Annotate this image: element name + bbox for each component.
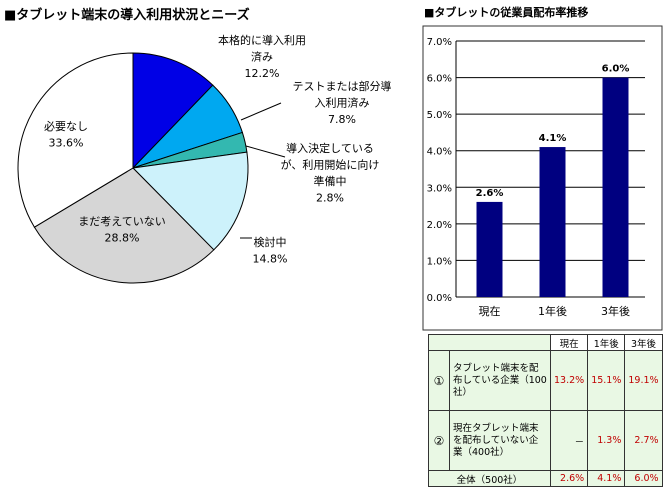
x-category-label: 3年後: [601, 304, 630, 318]
row-label: タブレット端末を配布している企業（100社）: [449, 350, 551, 411]
y-tick-label: 4.0%: [427, 147, 452, 158]
pie-chart-title: ■タブレット端末の導入利用状況とニーズ: [4, 8, 250, 23]
pie-slice-label: まだ考えていない 28.8%: [78, 215, 165, 245]
table-corner-cell: [428, 334, 551, 351]
total-value: 6.0%: [624, 470, 663, 487]
bar: [476, 201, 503, 297]
row-label: 現在タブレット端末を配布していない企業（400社）: [449, 410, 551, 471]
bar-chart-title: ■タブレットの従業員配布率推移: [424, 6, 589, 19]
y-tick-label: 0.0%: [427, 293, 452, 304]
pie-leader-line: [245, 145, 286, 158]
total-value: 2.6%: [549, 470, 589, 487]
table-header-now: 現在: [549, 334, 589, 351]
bar: [539, 147, 566, 297]
total-label: 全体（500社）: [428, 470, 551, 487]
pie-slice-label: テストまたは部分導入利用済み 7.8%: [293, 79, 392, 126]
pie-slice: [131, 151, 249, 251]
row-value: 2.7%: [624, 410, 663, 471]
x-category-label: 現在: [479, 305, 501, 318]
pie-slice: [33, 167, 215, 284]
pie-slice: [17, 52, 134, 228]
bar: [602, 77, 629, 297]
y-tick-label: 3.0%: [427, 183, 452, 194]
pie-slice-label: 必要なし 33.6%: [44, 120, 88, 150]
bar-value-label: 2.6%: [476, 188, 504, 199]
pie-leader-line: [240, 102, 282, 121]
table-header-1year: 1年後: [587, 334, 626, 351]
table-header-row: 現在 1年後 3年後: [428, 334, 663, 351]
row-value: 13.2%: [549, 350, 589, 411]
row-value: 1.3%: [587, 410, 626, 471]
row-value: 19.1%: [624, 350, 663, 411]
row-index: ①: [428, 350, 450, 411]
table-row: ① タブレット端末を配布している企業（100社） 13.2% 15.1% 19.…: [428, 350, 663, 411]
row-value: 15.1%: [587, 350, 626, 411]
x-category-label: 1年後: [538, 304, 567, 318]
y-tick-label: 7.0%: [427, 37, 452, 48]
row-index: ②: [428, 410, 450, 471]
y-tick-label: 1.0%: [427, 256, 452, 267]
bar-value-label: 6.0%: [602, 64, 630, 75]
pie-slice: [132, 52, 214, 170]
distribution-table: 現在 1年後 3年後 ① タブレット端末を配布している企業（100社） 13.2…: [428, 334, 663, 487]
bar-value-label: 4.1%: [539, 133, 567, 144]
total-value: 4.1%: [587, 470, 626, 487]
row-value: －: [549, 410, 589, 471]
bar-chart-frame: [422, 25, 663, 331]
y-tick-label: 2.0%: [427, 220, 452, 231]
y-tick-label: 5.0%: [427, 110, 452, 121]
pie-slice-label: 本格的に導入利用済み 12.2%: [218, 33, 306, 80]
y-tick-label: 6.0%: [427, 74, 452, 85]
table-header-3year: 3年後: [624, 334, 663, 351]
table-total-row: 全体（500社） 2.6% 4.1% 6.0%: [428, 470, 663, 487]
table-row: ② 現在タブレット端末を配布していない企業（400社） － 1.3% 2.7%: [428, 410, 663, 471]
pie-slice-label: 導入決定しているが、利用開始に向け準備中 2.8%: [281, 141, 380, 205]
pie-slice-label: 検討中 14.8%: [253, 235, 288, 266]
